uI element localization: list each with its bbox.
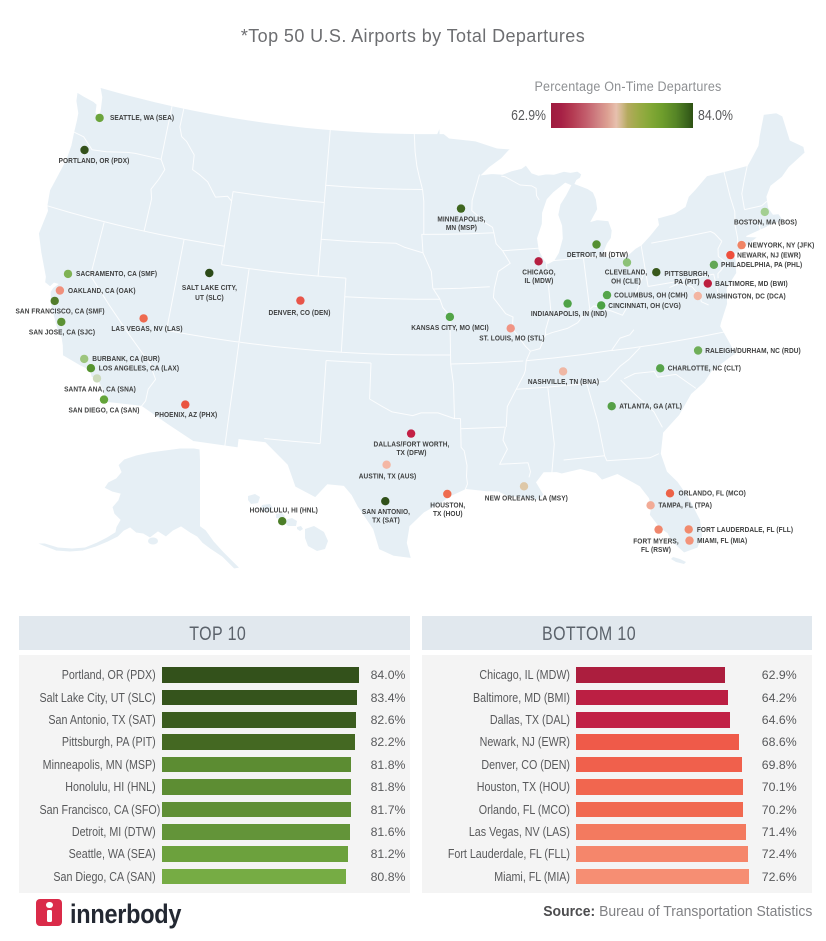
svg-text:BALTIMORE, MD (BWI): BALTIMORE, MD (BWI) (715, 280, 788, 289)
svg-text:BURBANK, CA (BUR): BURBANK, CA (BUR) (92, 355, 160, 364)
svg-text:SAN FRANCISCO, CA (SMF): SAN FRANCISCO, CA (SMF) (15, 307, 104, 316)
svg-text:ATLANTA, GA (ATL): ATLANTA, GA (ATL) (619, 402, 682, 411)
svg-text:OAKLAND, CA (OAK): OAKLAND, CA (OAK) (68, 286, 136, 295)
svg-text:CHICAGO,: CHICAGO, (522, 268, 555, 277)
svg-text:PHILADELPHIA, PA (PHL): PHILADELPHIA, PA (PHL) (721, 261, 802, 270)
svg-text:CHARLOTTE, NC (CLT): CHARLOTTE, NC (CLT) (668, 364, 741, 373)
svg-text:SALT LAKE CITY,: SALT LAKE CITY, (182, 283, 237, 292)
svg-text:IL (MDW): IL (MDW) (525, 277, 554, 286)
svg-text:PHOENIX, AZ (PHX): PHOENIX, AZ (PHX) (155, 411, 218, 420)
svg-text:KANSAS CITY, MO (MCI): KANSAS CITY, MO (MCI) (411, 323, 489, 332)
svg-text:OH (CLE): OH (CLE) (611, 277, 641, 286)
svg-text:DALLAS/FORT WORTH,: DALLAS/FORT WORTH, (374, 440, 450, 449)
svg-text:NASHVILLE, TN (BNA): NASHVILLE, TN (BNA) (528, 378, 599, 387)
svg-text:DENVER, CO (DEN): DENVER, CO (DEN) (269, 309, 331, 318)
svg-text:COLUMBUS, OH (CMH): COLUMBUS, OH (CMH) (614, 291, 688, 300)
svg-text:ST. LOUIS, MO (STL): ST. LOUIS, MO (STL) (479, 334, 544, 343)
svg-text:AUSTIN, TX (AUS): AUSTIN, TX (AUS) (359, 472, 417, 481)
svg-text:SEATTLE, WA (SEA): SEATTLE, WA (SEA) (110, 114, 174, 123)
svg-text:PITTSBURGH,: PITTSBURGH, (664, 269, 709, 278)
svg-text:TX (SAT): TX (SAT) (372, 516, 400, 525)
svg-text:HOUSTON,: HOUSTON, (430, 501, 465, 510)
svg-text:MN (MSP): MN (MSP) (446, 223, 477, 232)
svg-text:SAN ANTONIO,: SAN ANTONIO, (362, 508, 410, 517)
svg-text:PA (PIT): PA (PIT) (674, 277, 699, 286)
svg-text:NEWYORK, NY (JFK): NEWYORK, NY (JFK) (748, 241, 815, 250)
svg-text:LOS ANGELES, CA (LAX): LOS ANGELES, CA (LAX) (99, 364, 179, 373)
svg-text:UT (SLC): UT (SLC) (195, 293, 224, 302)
svg-text:CINCINNATI, OH (CVG): CINCINNATI, OH (CVG) (608, 302, 681, 311)
svg-text:FORT MYERS,: FORT MYERS, (633, 537, 679, 546)
svg-text:HONOLULU, HI (HNL): HONOLULU, HI (HNL) (250, 506, 318, 515)
svg-text:TAMPA, FL (TPA): TAMPA, FL (TPA) (658, 501, 712, 510)
svg-text:MINNEAPOLIS,: MINNEAPOLIS, (437, 215, 485, 224)
svg-text:SAN JOSE, CA (SJC): SAN JOSE, CA (SJC) (29, 328, 95, 337)
svg-text:NEWARK, NJ (EWR): NEWARK, NJ (EWR) (737, 251, 801, 260)
svg-text:LAS VEGAS, NV (LAS): LAS VEGAS, NV (LAS) (111, 325, 182, 334)
svg-text:RALEIGH/DURHAM, NC (RDU): RALEIGH/DURHAM, NC (RDU) (705, 347, 801, 356)
svg-text:TX (DFW): TX (DFW) (396, 449, 426, 458)
svg-text:SAN DIEGO, CA (SAN): SAN DIEGO, CA (SAN) (68, 406, 139, 415)
svg-text:ORLANDO, FL (MCO): ORLANDO, FL (MCO) (679, 489, 746, 498)
svg-text:FORT LAUDERDALE, FL (FLL): FORT LAUDERDALE, FL (FLL) (697, 526, 793, 535)
svg-text:MIAMI, FL (MIA): MIAMI, FL (MIA) (697, 537, 747, 546)
svg-text:SANTA ANA, CA (SNA): SANTA ANA, CA (SNA) (64, 385, 136, 394)
svg-text:BOSTON, MA (BOS): BOSTON, MA (BOS) (734, 218, 797, 227)
svg-text:WASHINGTON, DC (DCA): WASHINGTON, DC (DCA) (706, 292, 786, 301)
svg-text:DETROIT, MI (DTW): DETROIT, MI (DTW) (567, 251, 628, 260)
svg-text:CLEVELAND,: CLEVELAND, (605, 268, 648, 277)
svg-text:SACRAMENTO, CA (SMF): SACRAMENTO, CA (SMF) (76, 270, 157, 279)
svg-text:TX (HOU): TX (HOU) (433, 510, 463, 519)
svg-text:FL (RSW): FL (RSW) (641, 546, 671, 555)
svg-text:NEW ORLEANS, LA (MSY): NEW ORLEANS, LA (MSY) (485, 494, 568, 503)
svg-text:PORTLAND, OR (PDX): PORTLAND, OR (PDX) (59, 156, 130, 165)
svg-text:INDIANAPOLIS, IN (IND): INDIANAPOLIS, IN (IND) (531, 310, 607, 319)
